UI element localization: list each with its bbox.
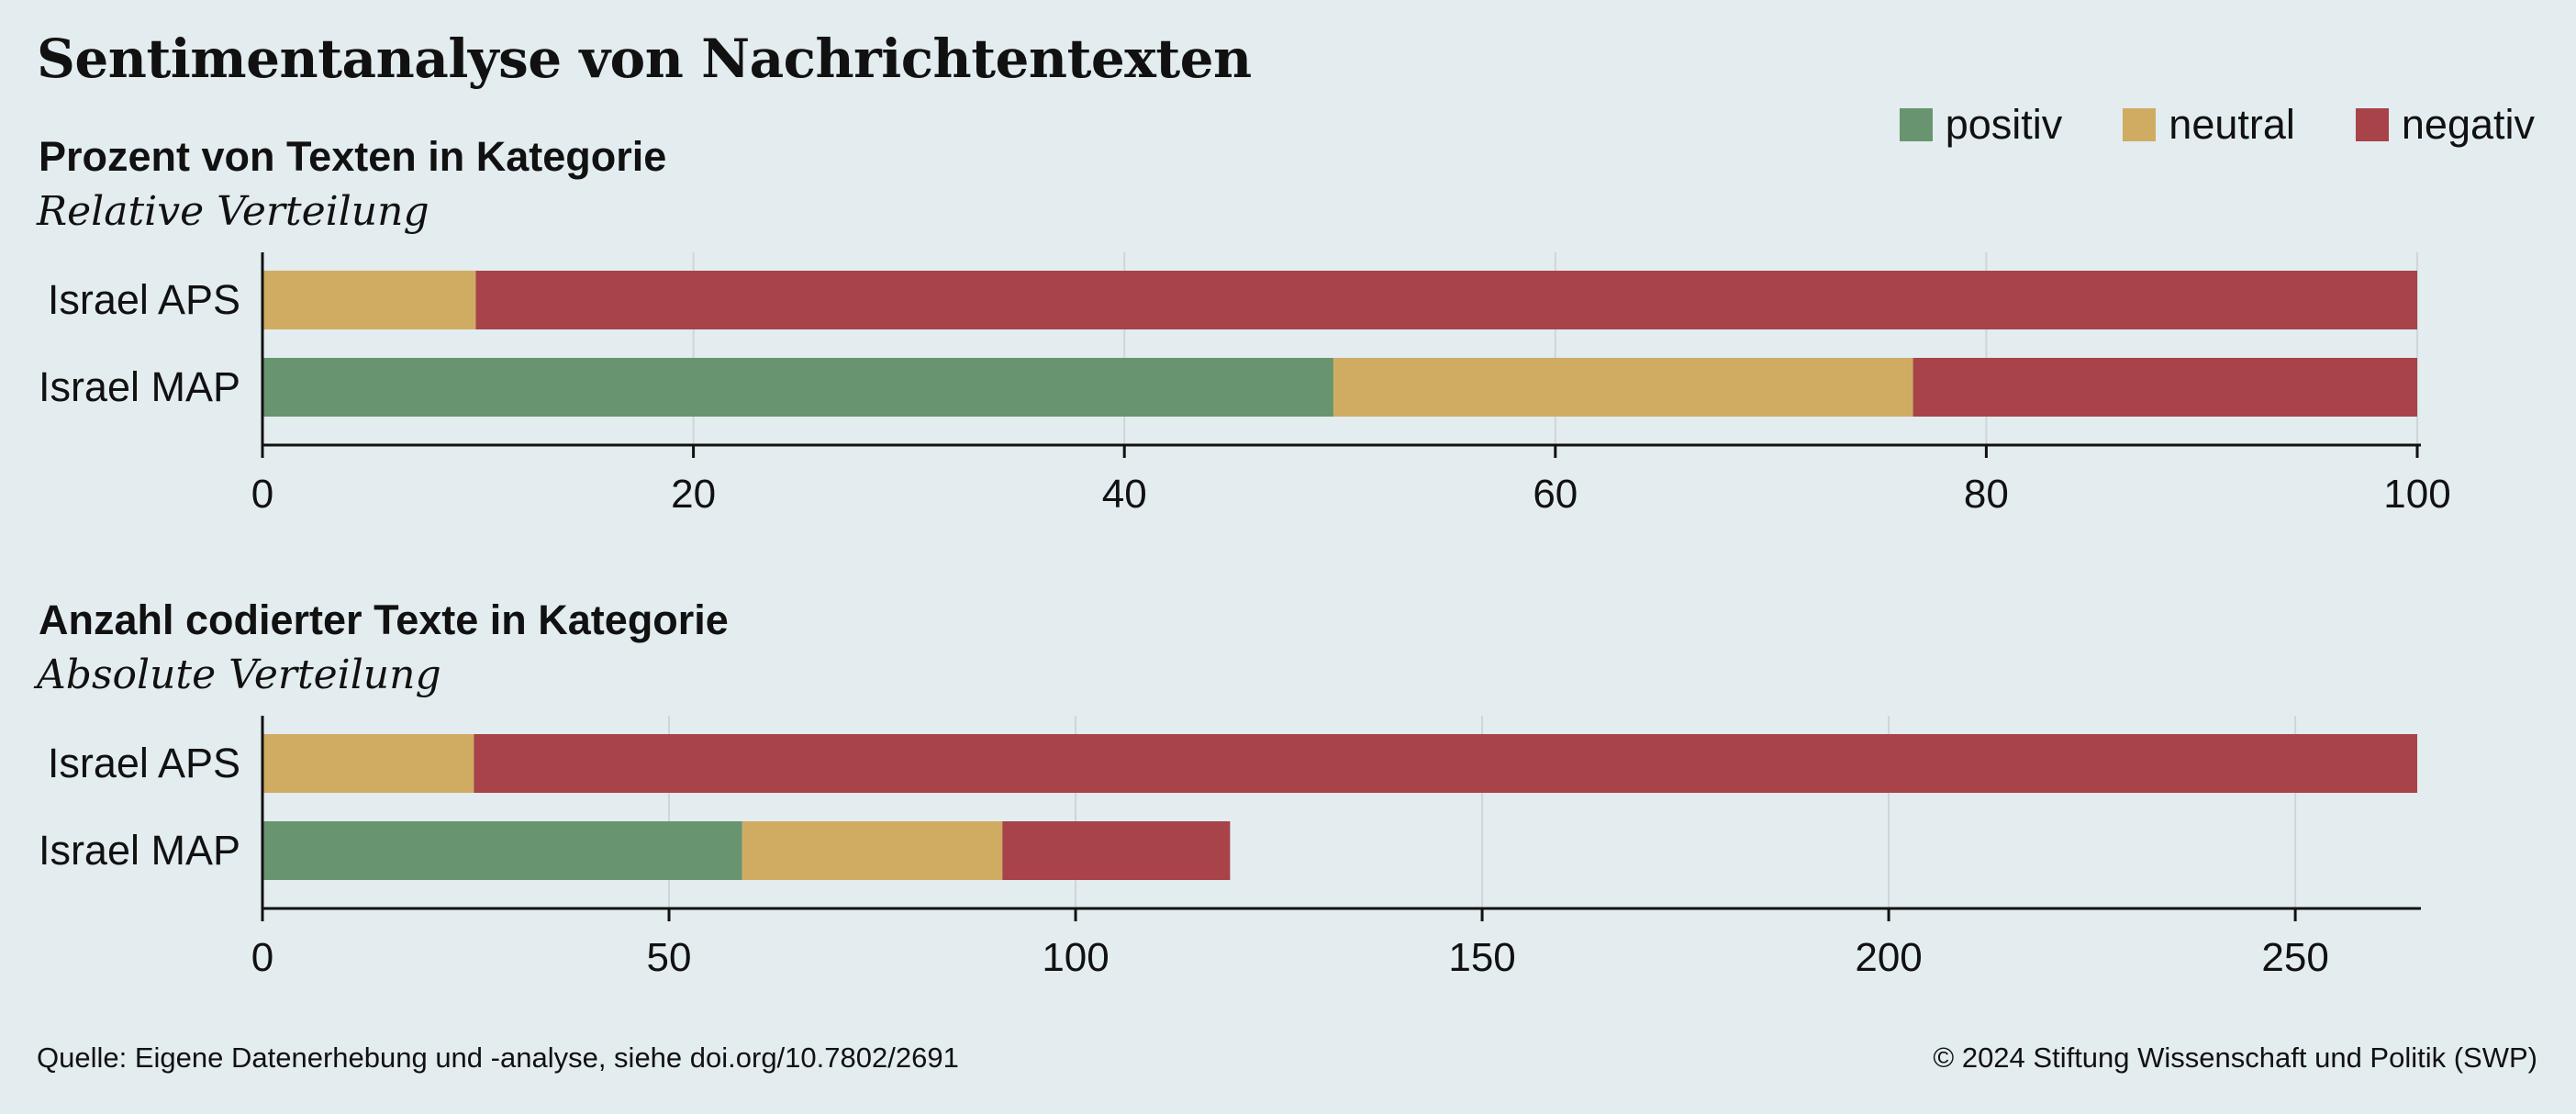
category-label: Israel MAP [39, 827, 240, 874]
bar-segment-negativ [474, 734, 2417, 793]
legend-label-positiv: positiv [1945, 101, 2063, 148]
x-tick-label: 50 [647, 935, 692, 980]
legend-swatch-negativ [2355, 108, 2389, 141]
bar-segment-negativ [475, 271, 2417, 329]
category-label: Israel APS [48, 740, 240, 786]
x-tick-label: 0 [251, 935, 273, 980]
legend: positiv neutral negativ [1899, 101, 2535, 149]
relative-panel-title: Prozent von Texten in Kategorie [39, 133, 667, 180]
x-tick-label: 40 [1102, 472, 1147, 517]
bar-segment-negativ [1912, 358, 2417, 417]
legend-label-negativ: negativ [2401, 101, 2535, 148]
x-tick-label: 100 [2383, 472, 2450, 517]
x-tick-label: 20 [671, 472, 716, 517]
x-tick-label: 60 [1533, 472, 1578, 517]
absolute-panel-title: Anzahl codierter Texte in Kategorie [39, 596, 729, 643]
x-tick-label: 250 [2261, 935, 2328, 980]
x-tick-label: 0 [251, 472, 273, 517]
legend-item-positiv: positiv [1899, 101, 2063, 149]
bar-segment-neutral [262, 734, 474, 793]
bar-segment-positiv [262, 821, 742, 880]
chart-title: Sentimentanalyse von Nachrichtentexten [37, 28, 1252, 90]
category-label: Israel MAP [39, 363, 240, 410]
relative-bar-chart: Israel APS Israel MAP 0 20 40 60 80 100 [39, 252, 2451, 517]
legend-swatch-neutral [2123, 108, 2157, 141]
source-note: Quelle: Eigene Datenerhebung und -analys… [37, 1042, 959, 1074]
bar-segment-neutral [742, 821, 1003, 880]
category-label: Israel APS [48, 276, 240, 323]
x-tick-label: 150 [1448, 935, 1515, 980]
legend-label-neutral: neutral [2169, 101, 2295, 148]
x-tick-label: 80 [1964, 472, 2009, 517]
legend-item-negativ: negativ [2355, 101, 2535, 149]
bar-segment-neutral [262, 271, 476, 329]
bar-segment-negativ [1002, 821, 1231, 880]
legend-swatch-positiv [1899, 108, 1933, 141]
bar-segment-positiv [262, 358, 1333, 417]
x-tick-label: 100 [1042, 935, 1109, 980]
absolute-bar-chart: Israel APS Israel MAP 0 50 100 150 200 250 [39, 716, 2421, 980]
legend-item-neutral: neutral [2123, 101, 2295, 149]
x-tick-label: 200 [1855, 935, 1922, 980]
bar-segment-neutral [1333, 358, 1913, 417]
relative-panel-subtitle: Relative Verteilung [37, 188, 429, 235]
copyright-note: © 2024 Stiftung Wissenschaft und Politik… [1933, 1042, 2537, 1074]
absolute-panel-subtitle: Absolute Verteilung [37, 652, 441, 698]
